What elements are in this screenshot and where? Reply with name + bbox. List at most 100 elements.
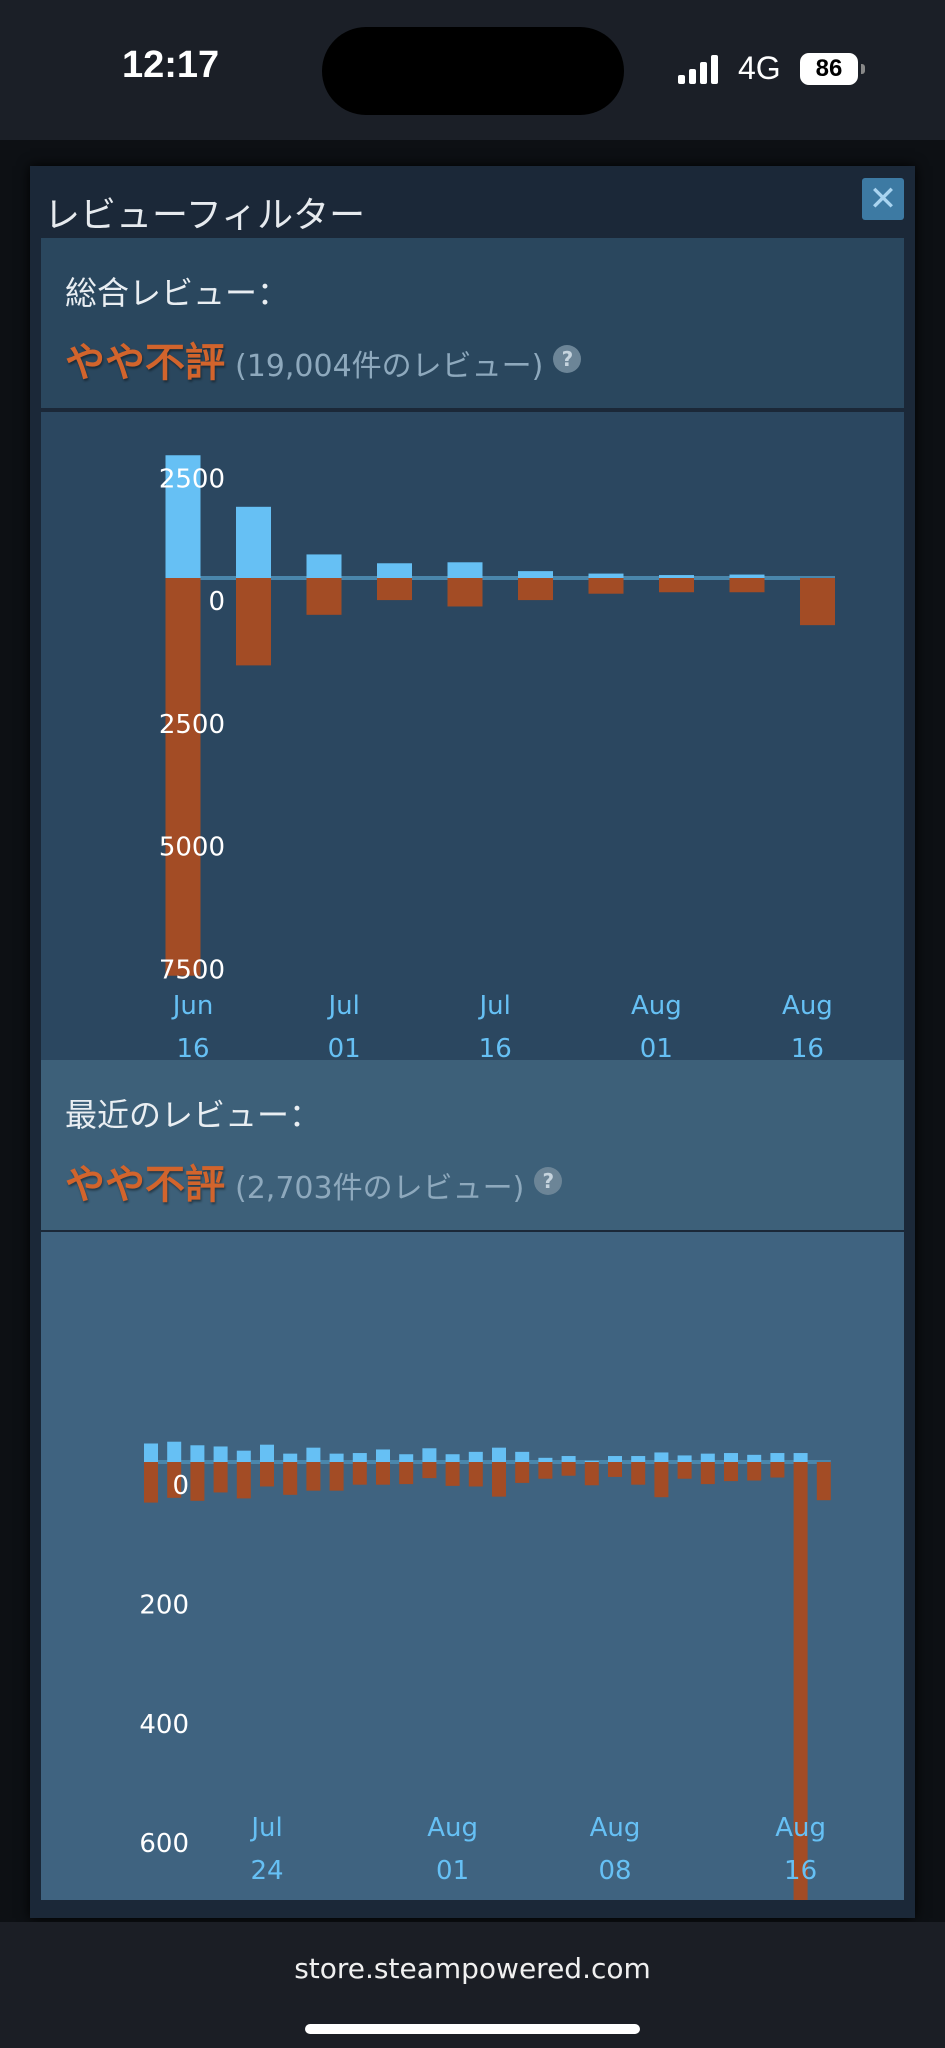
negative-bar bbox=[659, 578, 694, 593]
negative-bar bbox=[144, 1462, 158, 1503]
y-tick-label: 2500 bbox=[159, 464, 225, 494]
positive-bar bbox=[492, 1447, 506, 1462]
positive-bar bbox=[659, 575, 694, 578]
url-display[interactable]: store.steampowered.com bbox=[294, 1952, 651, 1985]
x-tick-day: 24 bbox=[250, 1856, 283, 1886]
negative-bar bbox=[631, 1462, 646, 1485]
negative-bar bbox=[329, 1462, 344, 1491]
positive-bar bbox=[283, 1453, 298, 1462]
positive-bar bbox=[729, 574, 765, 578]
review-filter-modal: レビューフィルター ✕ 総合レビュー： やや不評 (19,004件のレビュー) … bbox=[30, 166, 915, 1979]
negative-bar bbox=[213, 1462, 228, 1493]
negative-bar bbox=[729, 578, 765, 593]
recent-review-header: 最近のレビュー： やや不評 (2,703件のレビュー) ? bbox=[41, 1060, 904, 1230]
close-button[interactable]: ✕ bbox=[862, 178, 904, 220]
zero-line bbox=[144, 1460, 831, 1464]
positive-bar bbox=[654, 1452, 669, 1462]
positive-bar bbox=[677, 1455, 692, 1462]
negative-bar bbox=[236, 1462, 251, 1499]
negative-bar bbox=[422, 1462, 437, 1479]
positive-bar bbox=[144, 1443, 158, 1462]
x-tick-month: Aug bbox=[631, 991, 682, 1021]
signal-icon bbox=[678, 54, 718, 84]
overall-rating: やや不評 bbox=[65, 340, 225, 386]
help-icon[interactable]: ? bbox=[553, 345, 582, 373]
x-tick-day: 01 bbox=[436, 1856, 469, 1886]
help-icon[interactable]: ? bbox=[534, 1167, 563, 1195]
negative-bar bbox=[724, 1462, 738, 1482]
positive-bar bbox=[329, 1453, 344, 1462]
y-tick-label: 200 bbox=[139, 1590, 189, 1620]
positive-bar bbox=[584, 1460, 599, 1462]
negative-bar bbox=[260, 1462, 274, 1487]
positive-bar bbox=[213, 1446, 228, 1462]
positive-bar bbox=[236, 506, 271, 578]
clock: 12:17 bbox=[122, 44, 220, 86]
overall-review-count: (19,004件のレビュー) bbox=[235, 349, 544, 384]
x-tick-month: Aug bbox=[782, 991, 833, 1021]
negative-bar bbox=[654, 1462, 669, 1498]
y-tick-label: 0 bbox=[208, 587, 225, 617]
x-tick-month: Jul bbox=[326, 991, 359, 1021]
positive-bar bbox=[399, 1454, 414, 1462]
negative-bar bbox=[468, 1462, 483, 1487]
home-indicator[interactable] bbox=[305, 2024, 640, 2034]
overall-review-header: 総合レビュー： やや不評 (19,004件のレビュー) ? bbox=[41, 238, 904, 408]
negative-bar bbox=[399, 1462, 414, 1485]
negative-bar bbox=[306, 578, 342, 615]
negative-bar bbox=[800, 578, 835, 626]
x-tick-day: 16 bbox=[177, 1034, 210, 1060]
positive-bar bbox=[167, 1441, 182, 1462]
negative-bar bbox=[283, 1462, 298, 1495]
negative-bar bbox=[515, 1462, 530, 1483]
negative-bar bbox=[492, 1462, 506, 1497]
positive-bar bbox=[260, 1444, 274, 1462]
network-type: 4G bbox=[738, 50, 781, 86]
x-tick-day: 16 bbox=[791, 1034, 824, 1060]
x-tick-month: Jul bbox=[249, 1813, 282, 1843]
negative-bar bbox=[747, 1462, 762, 1481]
positive-bar bbox=[190, 1445, 205, 1462]
y-tick-label: 5000 bbox=[159, 833, 225, 863]
negative-bar bbox=[236, 578, 271, 666]
x-tick-month: Jun bbox=[171, 991, 214, 1021]
negative-bar bbox=[306, 1462, 321, 1491]
positive-bar bbox=[377, 563, 412, 578]
positive-bar bbox=[700, 1453, 715, 1462]
y-tick-label: 600 bbox=[139, 1829, 189, 1859]
negative-bar bbox=[608, 1462, 622, 1477]
x-tick-month: Aug bbox=[427, 1813, 478, 1843]
recent-review-count: (2,703件のレビュー) bbox=[235, 1171, 525, 1206]
battery-icon: 86 bbox=[800, 53, 865, 85]
negative-bar bbox=[584, 1462, 599, 1486]
x-tick-day: 01 bbox=[640, 1034, 673, 1060]
negative-bar bbox=[167, 1462, 182, 1498]
x-tick-day: 08 bbox=[598, 1856, 631, 1886]
x-tick-day: 01 bbox=[328, 1034, 361, 1060]
negative-bar bbox=[190, 1462, 205, 1501]
y-tick-label: 0 bbox=[172, 1471, 189, 1501]
negative-bar bbox=[376, 1462, 390, 1485]
positive-bar bbox=[538, 1457, 553, 1462]
positive-bar bbox=[236, 1450, 251, 1462]
overall-histogram: 2500 0 2500 5000 7500 Jun 16 Jul 01 Jul 16 Aug 01 Aug… bbox=[159, 455, 835, 1064]
positive-bar bbox=[306, 554, 342, 578]
x-tick-month: Jul bbox=[478, 991, 511, 1021]
positive-bar bbox=[376, 1449, 390, 1462]
dynamic-island bbox=[322, 27, 624, 115]
zero-line bbox=[165, 576, 835, 580]
x-tick-day: 16 bbox=[479, 1034, 512, 1060]
positive-bar bbox=[422, 1448, 437, 1462]
positive-bar bbox=[468, 1451, 483, 1462]
positive-bar bbox=[515, 1451, 530, 1462]
y-tick-label: 2500 bbox=[159, 710, 225, 740]
positive-bar bbox=[793, 1453, 808, 1462]
negative-bar bbox=[770, 1462, 785, 1478]
positive-bar bbox=[306, 1447, 321, 1462]
negative-bar bbox=[816, 1462, 831, 1501]
negative-bar bbox=[518, 578, 553, 601]
positive-bar bbox=[445, 1454, 460, 1462]
positive-bar bbox=[747, 1454, 762, 1462]
x-tick-day: 16 bbox=[784, 1856, 817, 1886]
positive-bar bbox=[608, 1456, 622, 1462]
